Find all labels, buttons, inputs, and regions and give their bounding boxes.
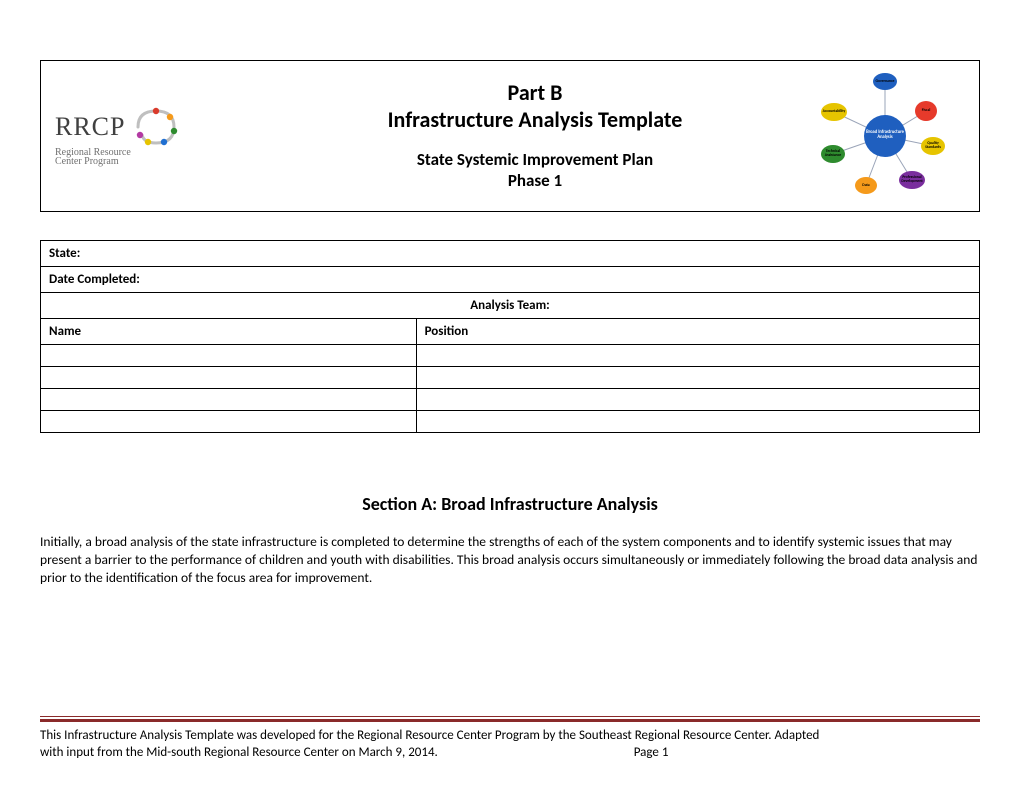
footer-page: Page 1 (634, 745, 669, 760)
logo-top: RRCP (55, 105, 182, 149)
cell-name[interactable] (41, 389, 417, 411)
logo-swirl-icon (130, 105, 182, 149)
cell-position[interactable] (416, 389, 979, 411)
hub-diagram-icon: Broad Infrastructure Analysis Governance… (815, 71, 955, 201)
title-main: Infrastructure Analysis Template (265, 107, 805, 133)
row-state: State: (41, 241, 980, 267)
table-row (41, 411, 980, 433)
diagram-node: Professional Development (899, 171, 925, 189)
logo-acronym: RRCP (55, 112, 126, 142)
cell-position[interactable] (416, 345, 979, 367)
cell-position[interactable] (416, 411, 979, 433)
footer-line2: with input from the Mid-south Regional R… (40, 745, 980, 762)
row-date: Date Completed: (41, 267, 980, 293)
diagram-node-label: Fiscal (922, 109, 931, 113)
row-cols: Name Position (41, 319, 980, 345)
cell-position[interactable] (416, 367, 979, 389)
title-part: Part B (265, 80, 805, 106)
table-row (41, 389, 980, 411)
diagram-node: Fiscal (915, 101, 937, 121)
diagram-node-label: Governance (876, 80, 895, 84)
diagram-cell: Broad Infrastructure Analysis Governance… (805, 71, 965, 201)
diagram-node: Accountability (821, 103, 847, 121)
diagram-node: Quality Standards (921, 137, 945, 155)
diagram-node-label: Quality Standards (921, 142, 945, 150)
state-label: State: (41, 241, 980, 267)
page: RRCP Regional Resource (0, 0, 1020, 788)
footer-line2-left: with input from the Mid-south Regional R… (40, 745, 438, 760)
diagram-center: Broad Infrastructure Analysis (864, 115, 906, 157)
date-label: Date Completed: (41, 267, 980, 293)
row-team: Analysis Team: (41, 293, 980, 319)
diagram-node-label: Data (862, 184, 869, 188)
diagram-node-label: Technical Assistance (821, 150, 845, 158)
cell-name[interactable] (41, 411, 417, 433)
info-table: State: Date Completed: Analysis Team: Na… (40, 240, 980, 433)
section-body: Initially, a broad analysis of the state… (40, 533, 980, 588)
section-title: Section A: Broad Infrastructure Analysis (40, 493, 980, 515)
logo-subtitle-2: Center Program (55, 156, 119, 167)
diagram-node: Data (855, 177, 877, 194)
diagram-node: Governance (873, 73, 897, 90)
subtitle-2: Phase 1 (265, 170, 805, 191)
footer: This Infrastructure Analysis Template wa… (40, 716, 980, 762)
rrcp-logo: RRCP Regional Resource (55, 105, 182, 167)
col-position: Position (416, 319, 979, 345)
logo-cell: RRCP Regional Resource (55, 105, 265, 167)
footer-rule (40, 716, 980, 722)
diagram-node-label: Accountability (823, 110, 846, 114)
diagram-node: Technical Assistance (821, 145, 845, 163)
col-name: Name (41, 319, 417, 345)
header-box: RRCP Regional Resource (40, 60, 980, 212)
team-label: Analysis Team: (41, 293, 980, 319)
table-row (41, 345, 980, 367)
subtitle-1: State Systemic Improvement Plan (265, 149, 805, 170)
footer-line1: This Infrastructure Analysis Template wa… (40, 728, 980, 745)
diagram-center-label: Broad Infrastructure Analysis (864, 131, 906, 141)
cell-name[interactable] (41, 345, 417, 367)
title-cell: Part B Infrastructure Analysis Template … (265, 80, 805, 191)
table-row (41, 367, 980, 389)
diagram-node-label: Professional Development (899, 176, 925, 184)
cell-name[interactable] (41, 367, 417, 389)
